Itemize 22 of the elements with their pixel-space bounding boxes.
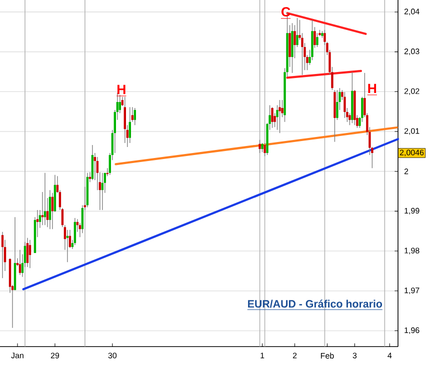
y-tick-label: 1,97	[404, 288, 420, 294]
annotation: C	[281, 7, 290, 17]
x-tick-label: 29	[50, 352, 60, 358]
y-tick-label: 1,96	[404, 327, 420, 334]
annotation: 2,0046	[400, 150, 424, 156]
x-tick-label: 1	[260, 352, 264, 358]
text: EUR/AUD - Gráfico horario	[248, 300, 382, 308]
y-tick-label: 1,98	[404, 248, 420, 254]
x-tick-label: 3	[352, 352, 357, 358]
y-tick-label: 2,02	[404, 88, 420, 95]
annotation: H	[117, 84, 126, 94]
x-tick-label: 2	[292, 352, 297, 358]
y-tick-label: 2,01	[404, 128, 420, 135]
x-tick-label: Feb	[320, 352, 334, 359]
y-tick-label: 2,03	[404, 48, 420, 56]
y-tick-label: 2,04	[404, 8, 420, 16]
y-tick-label: 2	[404, 168, 408, 174]
y-tick-label: 1,99	[404, 208, 420, 214]
annotation: H	[368, 84, 376, 94]
x-tick-label: Jan	[11, 352, 24, 358]
x-tick-label: 30	[108, 352, 117, 358]
x-tick-label: 4	[388, 352, 392, 358]
